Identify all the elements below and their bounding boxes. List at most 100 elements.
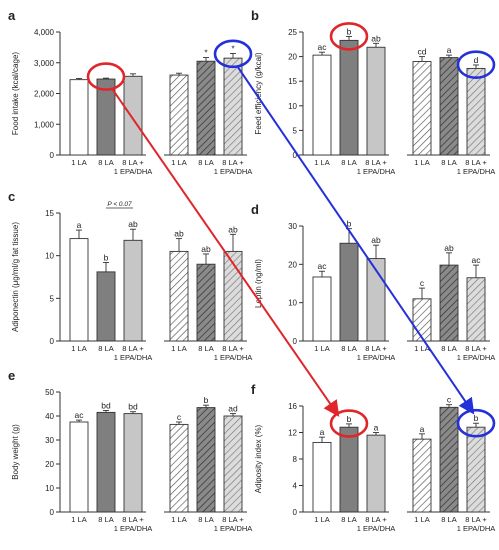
red-highlight-circle [329,409,369,438]
category-label: 1 LA [71,344,86,353]
panels-layer: a 0 1,000 2,000 3,000 4,000 Food intake (kcal/… [8,8,495,533]
category-label: 8 LA + [465,344,487,353]
panel-c: c 0 5 10 15 Adiponectin (μg/ml/g fat tissue) a… [8,189,252,362]
y-tick-label: 0 [293,337,298,346]
y-tick-label: 0 [50,508,55,517]
red-highlight-circle [86,62,126,91]
panel-label: b [251,8,259,23]
significance-label: a [320,427,325,437]
category-label: 8 LA + [365,515,387,524]
category-label: 1 LA [71,158,86,167]
y-axis-label: Body weight (g) [11,424,20,480]
significance-label: b [104,252,109,262]
category-label: 1 LA [314,344,329,353]
bar [96,271,116,342]
panel-f: f 0 4 8 12 16 Adiposity index (%) a 1 LA b 8 LA a 8 … [251,382,495,533]
bar [123,239,143,342]
significance-label: bd [101,400,111,410]
panel-label: f [251,382,256,397]
significance-label: a [447,45,452,55]
y-axis-label: Adiponectin (μg/ml/g fat tissue) [11,222,20,332]
y-tick-label: 50 [45,388,54,397]
bar [466,426,486,513]
y-tick-label: 4 [293,482,298,491]
blue-highlight-circle [456,408,496,438]
significance-label: ac [472,255,482,265]
significance-label: * [231,44,235,54]
bar [312,54,332,156]
significance-label: * [204,48,208,58]
category-label: 1 EPA/DHA [114,524,153,533]
category-label: 1 EPA/DHA [114,353,153,362]
significance-label: cd [418,47,427,57]
significance-label: ab [228,224,238,234]
y-tick-label: 30 [45,436,54,445]
category-label: 1 EPA/DHA [214,524,253,533]
y-tick-label: 15 [288,77,297,86]
category-label: 1 EPA/DHA [214,167,253,176]
y-tick-label: 2,000 [34,90,55,99]
significance-label: ab [371,235,381,245]
significance-label: a [420,424,425,434]
bracket-p-value: P < 0.07 [107,201,132,208]
y-tick-label: 20 [288,53,297,62]
y-tick-label: 4,000 [34,28,55,37]
category-label: 8 LA + [222,515,244,524]
y-tick-label: 10 [45,252,54,261]
bar [196,60,216,156]
category-label: 1 EPA/DHA [357,524,396,533]
category-label: 8 LA [341,515,356,524]
significance-label: d [474,55,479,65]
category-label: 1 EPA/DHA [457,524,496,533]
significance-label: c [447,395,452,405]
category-label: 8 LA + [122,515,144,524]
category-label: 1 LA [171,158,186,167]
category-label: 8 LA [198,344,213,353]
y-tick-label: 20 [288,260,297,269]
significance-label: a [374,423,379,433]
y-axis-label: Feed efficiency (g/kcal) [254,52,263,134]
category-label: 1 EPA/DHA [457,167,496,176]
y-axis-label: Leptin (ng/ml) [254,259,263,308]
significance-label: b [347,414,352,424]
category-label: 1 LA [171,515,186,524]
y-tick-label: 12 [288,429,297,438]
category-label: 8 LA [441,158,456,167]
bar [196,263,216,342]
bar [366,46,386,156]
category-label: 1 EPA/DHA [457,353,496,362]
bar [466,277,486,342]
y-tick-label: 5 [293,126,298,135]
category-label: 1 EPA/DHA [357,353,396,362]
panel-e: e 0 10 20 30 40 50 Body weight (g) ac 1 LA bd 8 LA b… [8,368,252,533]
bar [339,242,359,342]
bar [312,441,332,513]
y-tick-label: 10 [45,484,54,493]
blue-highlight-circle [213,39,253,69]
y-axis-label: Food intake (kcal/cage) [11,52,20,135]
category-label: 8 LA + [365,344,387,353]
bar [412,61,432,156]
bar [223,57,243,156]
blue-arrow [236,65,475,415]
category-label: 1 EPA/DHA [214,353,253,362]
bar [96,411,116,513]
panel-label: a [8,8,16,23]
panel-label: c [8,189,15,204]
y-axis-label: Adiposity index (%) [254,424,263,493]
y-tick-label: 20 [45,460,54,469]
category-label: 1 LA [171,344,186,353]
y-tick-label: 40 [45,412,54,421]
panel-b: b 0 5 10 15 20 25 Feed efficiency (g/kcal) ac 1 L… [251,8,495,176]
category-label: 1 LA [414,158,429,167]
blue-highlight-circle [456,50,496,79]
y-tick-label: 0 [293,508,298,517]
category-label: 1 LA [314,158,329,167]
bar [169,423,189,513]
category-label: 8 LA [441,515,456,524]
significance-label: b [474,413,479,423]
bar [412,298,432,342]
significance-label: ad [228,404,238,414]
y-tick-label: 30 [288,222,297,231]
category-label: 8 LA [441,344,456,353]
